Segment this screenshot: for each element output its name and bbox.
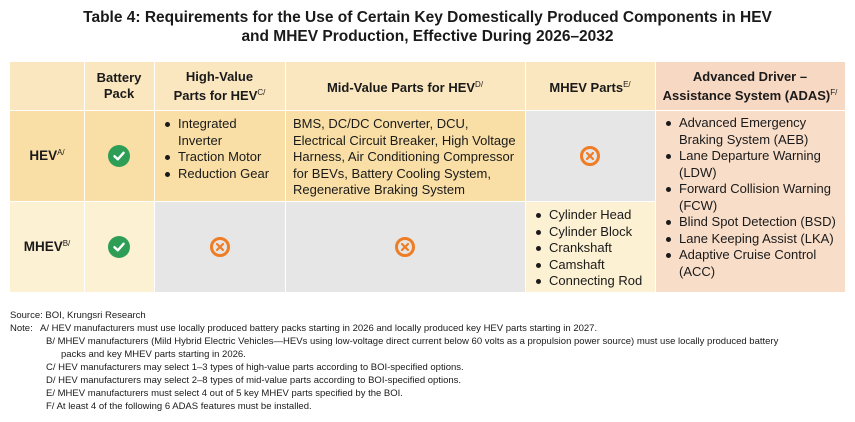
x-circle-icon <box>395 236 415 257</box>
list-item: Blind Spot Detection (BSD) <box>663 214 841 231</box>
table-title: Table 4: Requirements for the Use of Cer… <box>0 8 855 46</box>
note-d: D/ HEV manufacturers may select 2–8 type… <box>46 375 462 386</box>
list-item: Traction Motor <box>162 149 279 166</box>
list-item: Advanced Emergency Braking System (AEB) <box>663 115 841 148</box>
list-item: Adaptive Cruise Control (ACC) <box>663 247 841 280</box>
note-c: C/ HEV manufacturers may select 1–3 type… <box>46 362 464 373</box>
hev-high-value-cell: Integrated Inverter Traction Motor Reduc… <box>154 110 285 201</box>
note-f: F/ At least 4 of the following 6 ADAS fe… <box>46 401 312 412</box>
mhev-battery-cell <box>84 201 154 292</box>
x-circle-icon <box>209 236 230 257</box>
note-a: Note: A/ HEV manufacturers must use local… <box>10 323 598 334</box>
header-corner <box>10 62 84 110</box>
list-item: Reduction Gear <box>162 166 279 183</box>
hev-battery-cell <box>84 110 154 201</box>
title-line-2: and MHEV Production, Effective During 20… <box>241 28 614 45</box>
grid-line <box>10 110 845 111</box>
mid-value-parts-text: BMS, DC/DC Converter, DCU, Electrical Ci… <box>293 116 516 197</box>
hev-mhev-parts-cell <box>525 110 655 201</box>
mhev-mid-value-cell <box>285 201 525 292</box>
check-circle-icon <box>108 144 130 167</box>
hev-mid-value-cell: BMS, DC/DC Converter, DCU, Electrical Ci… <box>285 110 525 201</box>
row-label-mhev: MHEVB/ <box>10 201 84 292</box>
header-battery-pack: Battery Pack <box>84 62 154 110</box>
source-line: Source: BOI, Krungsri Research <box>10 310 146 321</box>
header-high-value-parts: High-Value Parts for HEVC/ <box>154 62 285 110</box>
adas-features-list: Advanced Emergency Braking System (AEB) … <box>663 115 841 280</box>
row-label-hev: HEVA/ <box>10 110 84 201</box>
note-e: E/ MHEV manufacturers must select 4 out … <box>46 388 403 399</box>
list-item: Lane Keeping Assist (LKA) <box>663 231 841 248</box>
header-mid-value-parts: Mid-Value Parts for HEVD/ <box>285 62 525 110</box>
table-notes: Source: BOI, Krungsri Research Note: A/ H… <box>10 309 778 413</box>
high-value-parts-list: Integrated Inverter Traction Motor Reduc… <box>162 116 279 182</box>
list-item: Camshaft <box>533 257 651 274</box>
mhev-high-value-cell <box>154 201 285 292</box>
header-mhev-parts: MHEV PartsE/ <box>525 62 655 110</box>
grid-line <box>525 62 526 292</box>
grid-line <box>655 62 656 292</box>
list-item: Lane Departure Warning (LDW) <box>663 148 841 181</box>
list-item: Connecting Rod <box>533 273 651 290</box>
grid-line <box>285 62 286 292</box>
grid-line <box>154 62 155 292</box>
grid-line <box>84 62 85 292</box>
list-item: Forward Collision Warning (FCW) <box>663 181 841 214</box>
mhev-parts-cell: Cylinder Head Cylinder Block Crankshaft … <box>525 201 655 292</box>
list-item: Cylinder Block <box>533 224 651 241</box>
adas-cell: Advanced Emergency Braking System (AEB) … <box>655 110 845 292</box>
note-b-continued: packs and key MHEV parts starting in 202… <box>61 349 246 360</box>
title-line-1: Table 4: Requirements for the Use of Cer… <box>83 9 772 26</box>
header-adas: Advanced Driver – Assistance System (ADA… <box>655 62 845 110</box>
mhev-parts-list: Cylinder Head Cylinder Block Crankshaft … <box>533 207 651 290</box>
list-item: Integrated Inverter <box>162 116 279 149</box>
grid-line <box>10 201 655 202</box>
note-b: B/ MHEV manufacturers (Mild Hybrid Elect… <box>46 336 779 347</box>
x-circle-icon <box>580 145 600 166</box>
list-item: Crankshaft <box>533 240 651 257</box>
list-item: Cylinder Head <box>533 207 651 224</box>
check-circle-icon <box>108 235 130 258</box>
